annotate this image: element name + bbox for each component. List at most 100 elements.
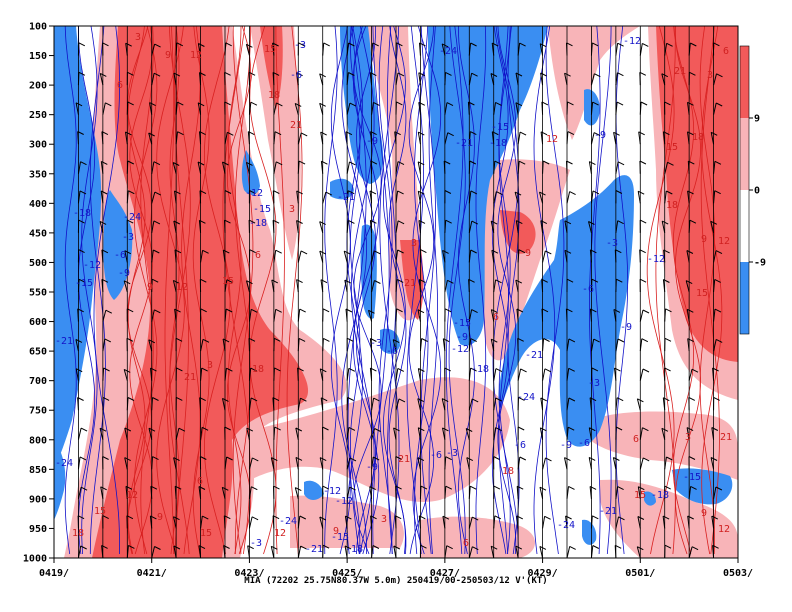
wind-barb-flag xyxy=(444,190,452,194)
wind-barb-flag xyxy=(348,42,355,47)
wind-barb-flag xyxy=(100,72,107,77)
wind-barb-flag xyxy=(515,102,523,107)
wind-barb-flag xyxy=(713,42,720,47)
wind-barb-flag xyxy=(515,279,523,284)
wind-barb xyxy=(295,427,299,440)
wind-barb xyxy=(539,546,544,558)
wind-barb-flag xyxy=(175,337,183,342)
y-tick-label: 300 xyxy=(29,140,47,151)
positive-contour-label: 15 xyxy=(696,288,708,299)
y-tick-label: 1000 xyxy=(23,554,47,565)
wind-barb xyxy=(490,73,495,86)
contour-line xyxy=(164,26,175,555)
positive-contour-label: 3 xyxy=(381,514,387,525)
wind-barb-flag xyxy=(715,486,723,491)
wind-barb-flag xyxy=(296,279,303,284)
wind-barb-flag xyxy=(299,308,306,313)
wind-barb-flag xyxy=(222,397,229,402)
wind-barb-flag xyxy=(566,308,573,313)
wind-barb-flag xyxy=(225,42,232,47)
positive-contour-label: 6 xyxy=(197,476,203,487)
wind-barb-flag xyxy=(661,220,669,225)
wind-barb-flag xyxy=(274,337,281,342)
wind-barb-flag xyxy=(519,456,527,461)
wind-barb-flag xyxy=(593,338,600,343)
wind-barb-flag xyxy=(124,427,132,432)
wind-barb-flag xyxy=(711,427,719,431)
wind-barb xyxy=(172,280,177,293)
wind-barb-flag xyxy=(691,546,699,551)
wind-barb-flag xyxy=(545,457,552,462)
wind-barb-flag xyxy=(271,457,278,462)
negative-contour-label: -21 xyxy=(55,336,73,347)
wind-barb-flag xyxy=(319,457,327,462)
x-tick-label: 0503/ xyxy=(723,568,753,579)
contour-line xyxy=(232,26,254,555)
wind-barb-flag xyxy=(173,220,181,225)
wind-barb-flag xyxy=(564,72,571,77)
wind-barb-flag xyxy=(103,367,110,372)
wind-barb-flag xyxy=(225,308,233,313)
wind-barb-flag xyxy=(396,308,403,313)
negative-contour-label: -18 xyxy=(489,138,507,149)
wind-barb xyxy=(564,457,568,470)
wind-barb xyxy=(294,487,299,500)
wind-barb-flag xyxy=(470,42,477,47)
wind-barb-flag xyxy=(638,486,645,491)
wind-barb-flag xyxy=(567,426,575,431)
contour-line xyxy=(174,26,189,555)
wind-barb-flag xyxy=(224,426,231,431)
wind-barb-flag xyxy=(298,42,305,47)
wind-barb-flag xyxy=(349,102,357,107)
x-tick-label: 0421/ xyxy=(137,568,167,579)
negative-contour-label: -9 xyxy=(456,332,468,343)
wind-barb-flag xyxy=(224,219,231,224)
wind-barb-flag xyxy=(564,220,572,225)
positive-region xyxy=(656,26,738,362)
positive-contour-label: 9 xyxy=(701,508,707,519)
wind-barb-flag xyxy=(443,338,450,343)
wind-barb-flag xyxy=(666,42,673,47)
wind-barb xyxy=(346,102,351,115)
positive-contour-label: 3 xyxy=(207,360,213,371)
wind-barb-flag xyxy=(77,515,85,520)
contour-line xyxy=(492,26,519,554)
contour-line xyxy=(674,26,701,555)
wind-barb-flag xyxy=(153,72,161,77)
wind-barb-flag xyxy=(322,485,329,490)
contour-line xyxy=(420,26,436,555)
contour-line xyxy=(655,26,676,555)
wind-barb-flag xyxy=(447,279,454,284)
wind-barb-flag xyxy=(249,190,256,194)
wind-barb-flag xyxy=(446,545,453,550)
wind-barb-flag xyxy=(491,42,499,47)
x-tick-label: 0425/ xyxy=(332,568,362,579)
wind-barb-flag xyxy=(594,73,601,78)
wind-barb-flag xyxy=(664,367,671,372)
wind-barb-flag xyxy=(470,249,477,254)
wind-barb-flag xyxy=(687,101,694,106)
wind-barb-flag xyxy=(250,367,257,372)
wind-barb-flag xyxy=(495,427,502,432)
wind-barb-flag xyxy=(642,42,649,47)
wind-barb xyxy=(688,546,693,558)
wind-barb-flag xyxy=(320,368,327,373)
wind-barb-flag xyxy=(323,337,330,342)
wind-barb-flag xyxy=(154,191,162,196)
negative-contour-label: -21 xyxy=(525,350,543,361)
x-tick-label: 0501/ xyxy=(625,568,655,579)
wind-barb xyxy=(123,280,128,293)
wind-barb xyxy=(172,162,177,174)
y-tick-label: 250 xyxy=(29,110,47,121)
wind-barb-flag xyxy=(688,396,696,401)
wind-barb-flag xyxy=(418,427,425,432)
y-tick-label: 150 xyxy=(29,51,47,62)
wind-barb-flag xyxy=(397,249,404,254)
wind-barb xyxy=(444,132,449,145)
wind-barb-flag xyxy=(396,278,404,283)
wind-barb-flag xyxy=(667,161,674,166)
wind-barb-flag xyxy=(202,249,209,254)
wind-barb-flag xyxy=(420,544,427,549)
wind-barb-flag xyxy=(224,101,231,106)
wind-barb-flag xyxy=(152,397,159,401)
